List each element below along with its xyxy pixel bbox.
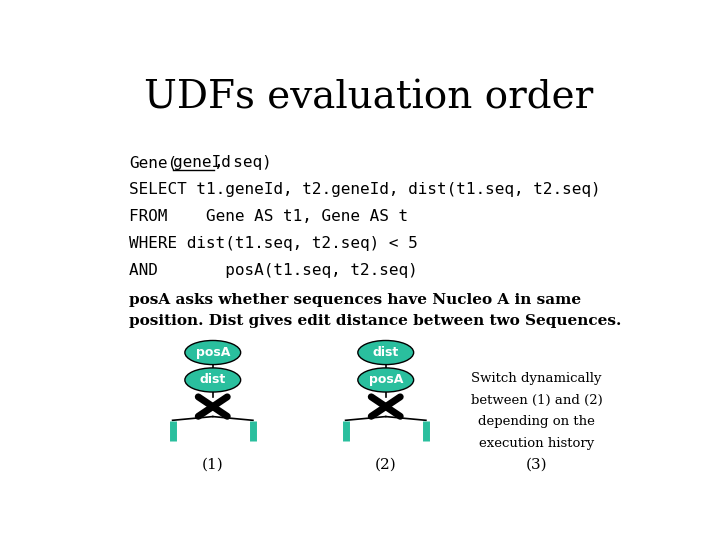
Text: AND       posA(t1.seq, t2.seq): AND posA(t1.seq, t2.seq) bbox=[129, 263, 418, 278]
Text: dist: dist bbox=[199, 374, 226, 387]
Text: geneId: geneId bbox=[173, 155, 230, 170]
Text: between (1) and (2): between (1) and (2) bbox=[471, 394, 602, 407]
Ellipse shape bbox=[185, 341, 240, 364]
Text: Switch dynamically: Switch dynamically bbox=[471, 372, 602, 385]
Ellipse shape bbox=[358, 368, 413, 392]
Text: (2): (2) bbox=[375, 458, 397, 472]
Text: dist: dist bbox=[373, 346, 399, 359]
Text: depending on the: depending on the bbox=[478, 415, 595, 428]
Text: (1): (1) bbox=[202, 458, 224, 472]
Text: FROM    Gene AS t1, Gene AS t: FROM Gene AS t1, Gene AS t bbox=[129, 209, 408, 224]
Text: posA: posA bbox=[369, 374, 403, 387]
Text: (3): (3) bbox=[526, 458, 547, 472]
Text: UDFs evaluation order: UDFs evaluation order bbox=[145, 79, 593, 117]
Text: WHERE dist(t1.seq, t2.seq) < 5: WHERE dist(t1.seq, t2.seq) < 5 bbox=[129, 236, 418, 251]
Text: posA: posA bbox=[196, 346, 230, 359]
Text: , seq): , seq) bbox=[215, 155, 272, 170]
Text: SELECT t1.geneId, t2.geneId, dist(t1.seq, t2.seq): SELECT t1.geneId, t2.geneId, dist(t1.seq… bbox=[129, 182, 600, 197]
Text: posA asks whether sequences have Nucleo A in same: posA asks whether sequences have Nucleo … bbox=[129, 293, 581, 307]
Text: execution history: execution history bbox=[479, 437, 594, 450]
Text: position. Dist gives edit distance between two Sequences.: position. Dist gives edit distance betwe… bbox=[129, 314, 621, 328]
Ellipse shape bbox=[358, 341, 413, 364]
Ellipse shape bbox=[185, 368, 240, 392]
Text: Gene(: Gene( bbox=[129, 155, 177, 170]
